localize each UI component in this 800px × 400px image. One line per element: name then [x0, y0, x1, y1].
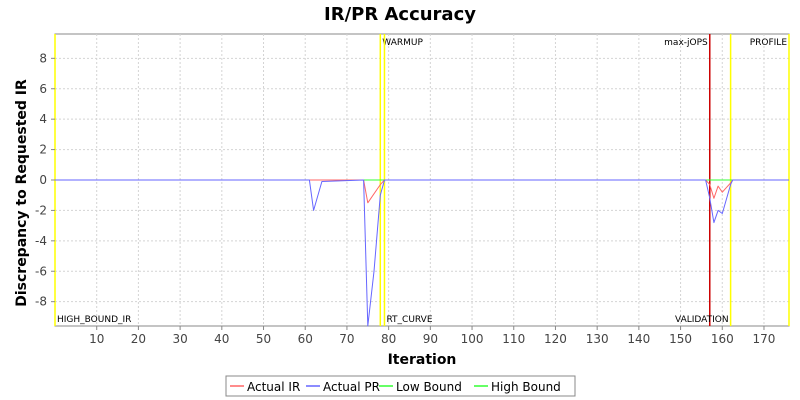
x-tick-label: 130	[586, 332, 609, 346]
series-lines	[55, 179, 789, 327]
y-tick-label: 2	[39, 143, 47, 157]
legend-label: Actual PR	[323, 380, 380, 394]
x-tick-label: 50	[256, 332, 271, 346]
axis-ticks: 10 20 30 40 50 60 70 80 90 100 110 120 130 140 150 160 1…	[35, 51, 775, 346]
x-tick-label: 60	[298, 332, 313, 346]
legend-label: Low Bound	[396, 380, 462, 394]
y-tick-label: -8	[35, 295, 47, 309]
x-tick-label: 170	[753, 332, 776, 346]
y-tick-label: -2	[35, 203, 47, 217]
x-tick-label: 80	[381, 332, 396, 346]
x-tick-label: 20	[131, 332, 146, 346]
series-line	[55, 179, 789, 204]
chart-title: IR/PR Accuracy	[324, 4, 476, 25]
x-tick-label: 150	[669, 332, 692, 346]
y-tick-label: 4	[39, 112, 47, 126]
y-tick-label: -4	[35, 234, 47, 248]
x-tick-label: 160	[711, 332, 734, 346]
legend: Actual IR Actual PR Low Bound High Bound	[225, 375, 576, 397]
x-tick-label: 40	[214, 332, 229, 346]
marker-label: VALIDATION	[675, 315, 729, 325]
y-tick-label: 8	[39, 51, 47, 65]
x-tick-label: 120	[544, 332, 567, 346]
legend-box	[225, 375, 576, 397]
x-tick-label: 70	[339, 332, 354, 346]
x-tick-label: 10	[89, 332, 104, 346]
marker-label: HIGH_BOUND_IR	[57, 315, 131, 325]
y-tick-label: 6	[39, 82, 47, 96]
y-axis-label: Discrepancy to Requested IR	[14, 79, 30, 307]
marker-label: RT_CURVE	[386, 315, 432, 325]
x-tick-label: 140	[627, 332, 650, 346]
series-line	[55, 179, 789, 327]
x-tick-label: 110	[502, 332, 525, 346]
legend-label: High Bound	[491, 380, 561, 394]
x-tick-label: 90	[423, 332, 438, 346]
x-tick-label: 30	[172, 332, 187, 346]
x-tick-label: 100	[461, 332, 484, 346]
marker-label: max-jOPS	[664, 38, 708, 48]
y-tick-label: -6	[35, 264, 47, 278]
x-axis-label: Iteration	[388, 352, 457, 368]
marker-label: WARMUP	[382, 38, 423, 48]
legend-label: Actual IR	[247, 380, 300, 394]
y-tick-label: 0	[39, 173, 47, 187]
marker-label: PROFILE	[750, 38, 788, 48]
